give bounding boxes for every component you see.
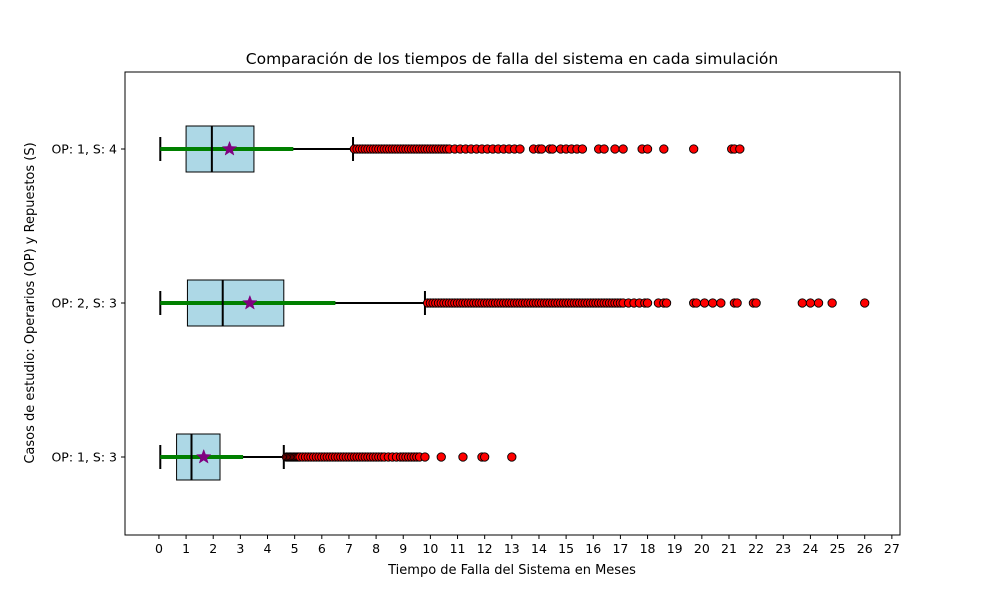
outlier-point [732,298,742,308]
y-tick-label: OP: 1, S: 3 [51,450,117,465]
x-tick-label: 21 [721,541,737,556]
x-tick-label: 1 [182,541,190,556]
outlier-point [436,452,446,462]
x-tick-label: 27 [884,541,900,556]
outlier-point [860,298,870,308]
y-tick-label: OP: 2, S: 3 [51,296,117,311]
outlier-point [805,298,816,308]
y-tick-label: OP: 1, S: 4 [51,142,117,157]
outlier-point [515,144,525,154]
outlier-point [689,144,699,154]
x-tick-label: 16 [585,541,601,556]
x-tick-label: 7 [345,541,353,556]
outlier-point [691,298,702,308]
outlier-point [458,452,468,462]
x-axis-label: Tiempo de Falla del Sistema en Meses [387,563,636,578]
x-tick-label: 15 [558,541,574,556]
x-tick-label: 14 [531,541,547,556]
mean-star-marker [195,448,212,464]
outlier-point [708,298,718,308]
outlier-point [716,298,726,308]
x-tick-label: 6 [318,541,326,556]
x-tick-label: 17 [612,541,628,556]
outlier-point [699,298,710,308]
x-tick-label: 0 [155,541,163,556]
x-axis: 0 1 2 3 4 5 6 7 8 9 10 11 12 13 14 15 16 17 18 19 20 21 22 23 24… [155,535,900,556]
outlier-point [480,452,490,462]
outlier-point [827,298,837,308]
x-tick-label: 26 [857,541,873,556]
box-group [159,433,517,481]
outlier-point [537,144,547,154]
box-group [159,125,745,173]
x-tick-label: 2 [209,541,217,556]
x-tick-label: 22 [748,541,764,556]
chart-title: Comparación de los tiempos de falla del … [246,50,778,68]
outlier-point [797,298,807,308]
x-tick-label: 24 [802,541,818,556]
outlier-point [507,452,517,462]
outlier-point [642,298,653,308]
outlier-point [659,144,669,154]
x-tick-label: 23 [775,541,791,556]
x-tick-label: 5 [291,541,299,556]
outlier-point [661,298,672,308]
x-tick-label: 12 [477,541,493,556]
outlier-point [610,144,620,154]
outlier-point [547,144,558,154]
x-tick-label: 19 [667,541,683,556]
mean-star-marker [221,140,238,156]
x-tick-label: 9 [399,541,407,556]
plot-area [159,125,870,481]
x-tick-label: 4 [264,541,272,556]
x-tick-label: 10 [422,541,438,556]
outlier-point [618,144,628,154]
outlier-point [751,298,761,308]
mean-star-marker [242,294,258,310]
outlier-point [599,144,609,154]
y-axis-label: Casos de estudio: Operarios (OP) y Repue… [23,142,38,463]
x-tick-label: 8 [372,541,380,556]
x-tick-label: 3 [236,541,244,556]
x-tick-label: 13 [504,541,520,556]
x-tick-label: 18 [640,541,656,556]
box-group [159,279,870,327]
x-tick-label: 11 [450,541,466,556]
x-tick-label: 25 [830,541,846,556]
y-axis: OP: 1, S: 3 OP: 2, S: 3 OP: 1, S: 4 [51,142,125,465]
x-tick-label: 20 [694,541,710,556]
outlier-point [420,452,430,462]
outlier-point [577,144,588,154]
outlier-point [813,298,824,308]
outlier-point [735,144,745,154]
outlier-point [642,144,653,154]
